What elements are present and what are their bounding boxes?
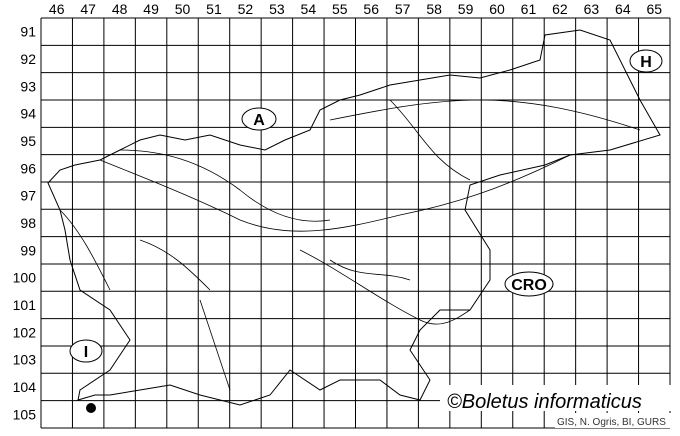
column-label: 46: [49, 1, 65, 17]
svg-text:H: H: [640, 54, 652, 71]
column-label: 64: [615, 1, 631, 17]
label-croatia: CRO: [504, 271, 554, 297]
row-labels: 91 92 93 94 95 96 97 98 99 100 101 102 103 104 105: [13, 24, 37, 423]
row-label: 103: [13, 352, 37, 368]
row-label: 93: [20, 78, 36, 94]
column-label: 50: [175, 1, 191, 17]
column-label: 61: [521, 1, 537, 17]
column-label: 48: [112, 1, 128, 17]
country-border: [47, 29, 661, 406]
column-label: 56: [363, 1, 379, 17]
column-label: 59: [458, 1, 474, 17]
row-label: 104: [13, 379, 37, 395]
column-label: 62: [552, 1, 568, 17]
row-label: 100: [13, 270, 37, 286]
label-austria: A: [241, 107, 277, 131]
row-label: 97: [20, 188, 36, 204]
row-label: 91: [20, 24, 36, 40]
row-label: 102: [13, 324, 37, 340]
column-label: 63: [584, 1, 600, 17]
svg-text:A: A: [253, 112, 265, 129]
row-label: 105: [13, 406, 37, 422]
column-labels: 46 47 48 49 50 51 52 53 54 55 56 57 58 59 60 61 62 63 64 65: [49, 1, 662, 17]
svg-text:I: I: [84, 344, 88, 361]
row-label: 95: [20, 133, 36, 149]
row-label: 101: [13, 297, 37, 313]
label-hungary: H: [629, 49, 663, 73]
column-label: 58: [426, 1, 442, 17]
column-label: 57: [395, 1, 411, 17]
label-italy: I: [69, 339, 103, 363]
column-label: 53: [269, 1, 285, 17]
column-label: 52: [238, 1, 254, 17]
row-label: 96: [20, 160, 36, 176]
grid: [40, 17, 671, 429]
column-label: 60: [489, 1, 505, 17]
row-label: 94: [20, 106, 36, 122]
row-label: 92: [20, 51, 36, 67]
column-label: 55: [332, 1, 348, 17]
svg-text:CRO: CRO: [511, 277, 547, 294]
column-label: 54: [301, 1, 317, 17]
credit-text: ©Boletus informaticus: [447, 391, 642, 413]
column-label: 65: [646, 1, 662, 17]
row-label: 98: [20, 215, 36, 231]
record-point: [86, 403, 96, 413]
column-label: 51: [206, 1, 222, 17]
column-label: 49: [143, 1, 159, 17]
rivers: [59, 99, 641, 391]
source-text: GIS, N. Ogris, BI, GURS: [557, 417, 666, 428]
column-label: 47: [80, 1, 96, 17]
row-label: 99: [20, 242, 36, 258]
